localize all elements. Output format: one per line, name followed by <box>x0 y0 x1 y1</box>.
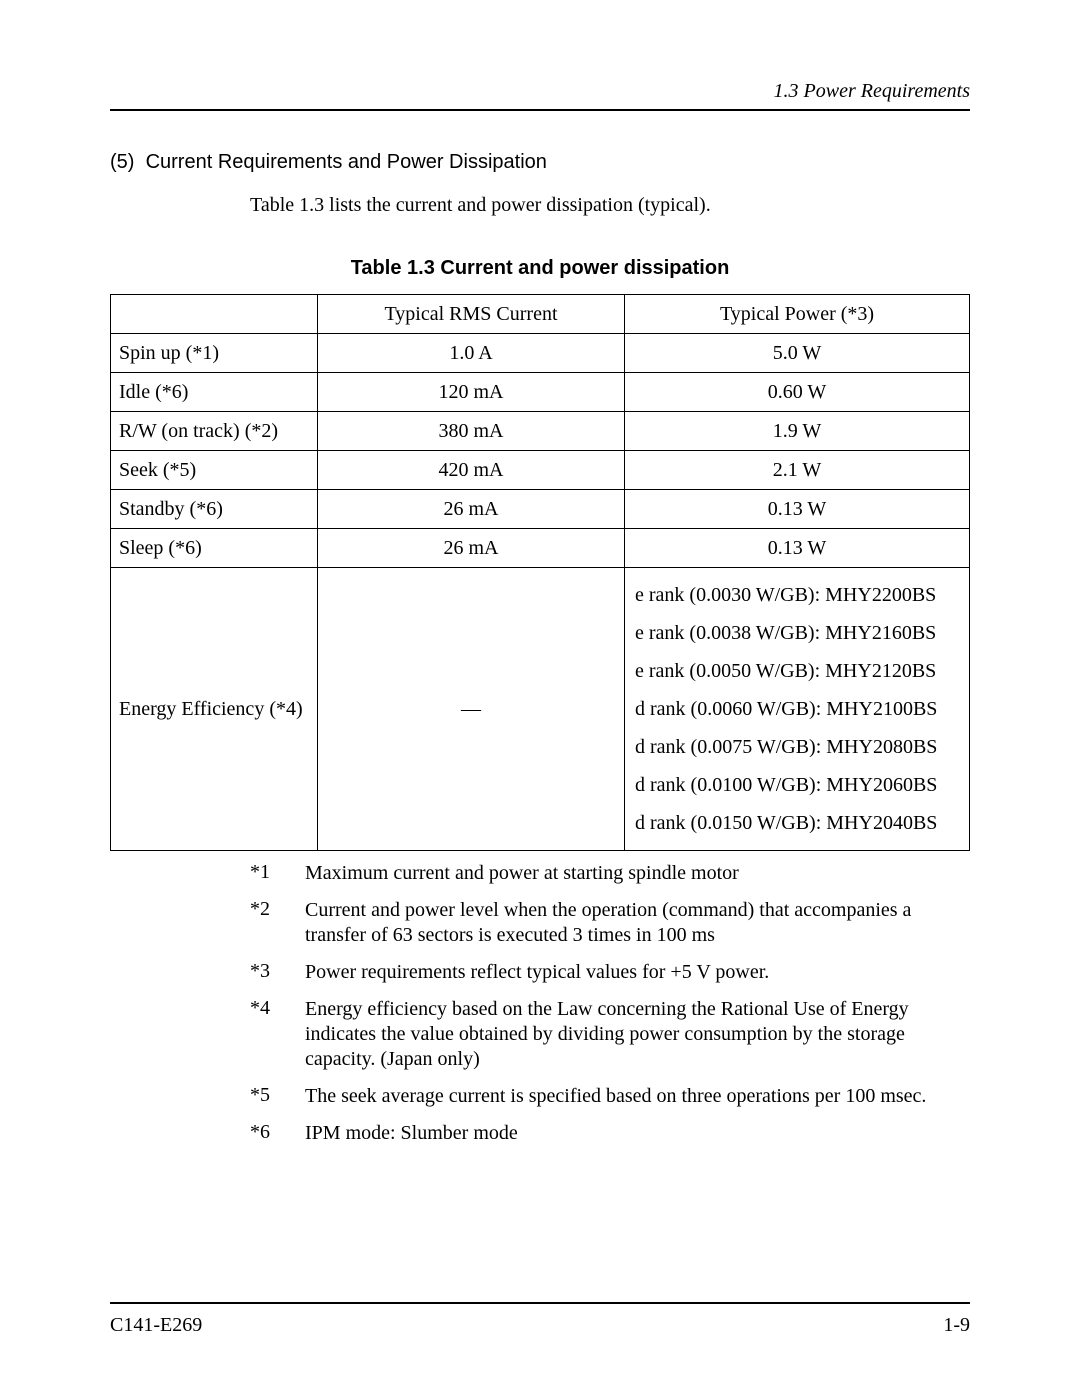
row-rms: 26 mA <box>318 529 625 568</box>
table-header-row: Typical RMS Current Typical Power (*3) <box>111 295 970 334</box>
efficiency-line: e rank (0.0038 W/GB): MHY2160BS <box>635 614 959 652</box>
footnote: *4 Energy efficiency based on the Law co… <box>250 997 970 1072</box>
section-title: (5) Current Requirements and Power Dissi… <box>110 151 970 174</box>
efficiency-line: d rank (0.0075 W/GB): MHY2080BS <box>635 728 959 766</box>
table-caption: Table 1.3 Current and power dissipation <box>110 257 970 280</box>
efficiency-line: d rank (0.0150 W/GB): MHY2040BS <box>635 804 959 842</box>
row-power: 0.60 W <box>625 373 970 412</box>
row-label: Idle (*6) <box>111 373 318 412</box>
row-efficiency-values: e rank (0.0030 W/GB): MHY2200BS e rank (… <box>625 568 970 851</box>
table-row: Standby (*6) 26 mA 0.13 W <box>111 490 970 529</box>
efficiency-line: e rank (0.0030 W/GB): MHY2200BS <box>635 576 959 614</box>
col-blank <box>111 295 318 334</box>
row-label: Seek (*5) <box>111 451 318 490</box>
row-rms: 26 mA <box>318 490 625 529</box>
efficiency-line: d rank (0.0100 W/GB): MHY2060BS <box>635 766 959 804</box>
footnote: *1 Maximum current and power at starting… <box>250 861 970 886</box>
table-row: Spin up (*1) 1.0 A 5.0 W <box>111 334 970 373</box>
row-label: Energy Efficiency (*4) <box>111 568 318 851</box>
section-heading: Current Requirements and Power Dissipati… <box>146 151 547 173</box>
table-row: Sleep (*6) 26 mA 0.13 W <box>111 529 970 568</box>
footnote-marker: *6 <box>250 1121 305 1146</box>
footnote-marker: *5 <box>250 1084 305 1109</box>
footnote-marker: *2 <box>250 898 305 948</box>
running-header: 1.3 Power Requirements <box>110 80 970 111</box>
col-rms: Typical RMS Current <box>318 295 625 334</box>
row-power: 5.0 W <box>625 334 970 373</box>
row-power: 0.13 W <box>625 529 970 568</box>
footnote-text: Power requirements reflect typical value… <box>305 960 970 985</box>
row-rms: — <box>318 568 625 851</box>
efficiency-line: e rank (0.0050 W/GB): MHY2120BS <box>635 652 959 690</box>
footer-left: C141-E269 <box>110 1314 202 1337</box>
row-power: 0.13 W <box>625 490 970 529</box>
efficiency-line: d rank (0.0060 W/GB): MHY2100BS <box>635 690 959 728</box>
row-label: Spin up (*1) <box>111 334 318 373</box>
table-row: R/W (on track) (*2) 380 mA 1.9 W <box>111 412 970 451</box>
power-table: Typical RMS Current Typical Power (*3) S… <box>110 294 970 851</box>
footnote-text: IPM mode: Slumber mode <box>305 1121 970 1146</box>
footnote: *2 Current and power level when the oper… <box>250 898 970 948</box>
section-number: (5) <box>110 151 134 173</box>
section-intro: Table 1.3 lists the current and power di… <box>250 194 970 217</box>
footnote: *3 Power requirements reflect typical va… <box>250 960 970 985</box>
row-label: Standby (*6) <box>111 490 318 529</box>
table-row: Seek (*5) 420 mA 2.1 W <box>111 451 970 490</box>
table-row: Idle (*6) 120 mA 0.60 W <box>111 373 970 412</box>
footnote-marker: *1 <box>250 861 305 886</box>
page: 1.3 Power Requirements (5) Current Requi… <box>0 0 1080 1146</box>
footnote-marker: *4 <box>250 997 305 1072</box>
row-label: Sleep (*6) <box>111 529 318 568</box>
row-rms: 120 mA <box>318 373 625 412</box>
footnote-text: Maximum current and power at starting sp… <box>305 861 970 886</box>
footer-right: 1-9 <box>943 1314 970 1337</box>
col-power: Typical Power (*3) <box>625 295 970 334</box>
row-power: 2.1 W <box>625 451 970 490</box>
row-power: 1.9 W <box>625 412 970 451</box>
footnotes: *1 Maximum current and power at starting… <box>250 861 970 1146</box>
row-rms: 420 mA <box>318 451 625 490</box>
footnote-text: Current and power level when the operati… <box>305 898 970 948</box>
footnote-text: Energy efficiency based on the Law conce… <box>305 997 970 1072</box>
footnote-marker: *3 <box>250 960 305 985</box>
table-row-efficiency: Energy Efficiency (*4) — e rank (0.0030 … <box>111 568 970 851</box>
row-rms: 380 mA <box>318 412 625 451</box>
page-footer: C141-E269 1-9 <box>110 1302 970 1337</box>
footnote-text: The seek average current is specified ba… <box>305 1084 970 1109</box>
row-rms: 1.0 A <box>318 334 625 373</box>
footnote: *6 IPM mode: Slumber mode <box>250 1121 970 1146</box>
footnote: *5 The seek average current is specified… <box>250 1084 970 1109</box>
row-label: R/W (on track) (*2) <box>111 412 318 451</box>
